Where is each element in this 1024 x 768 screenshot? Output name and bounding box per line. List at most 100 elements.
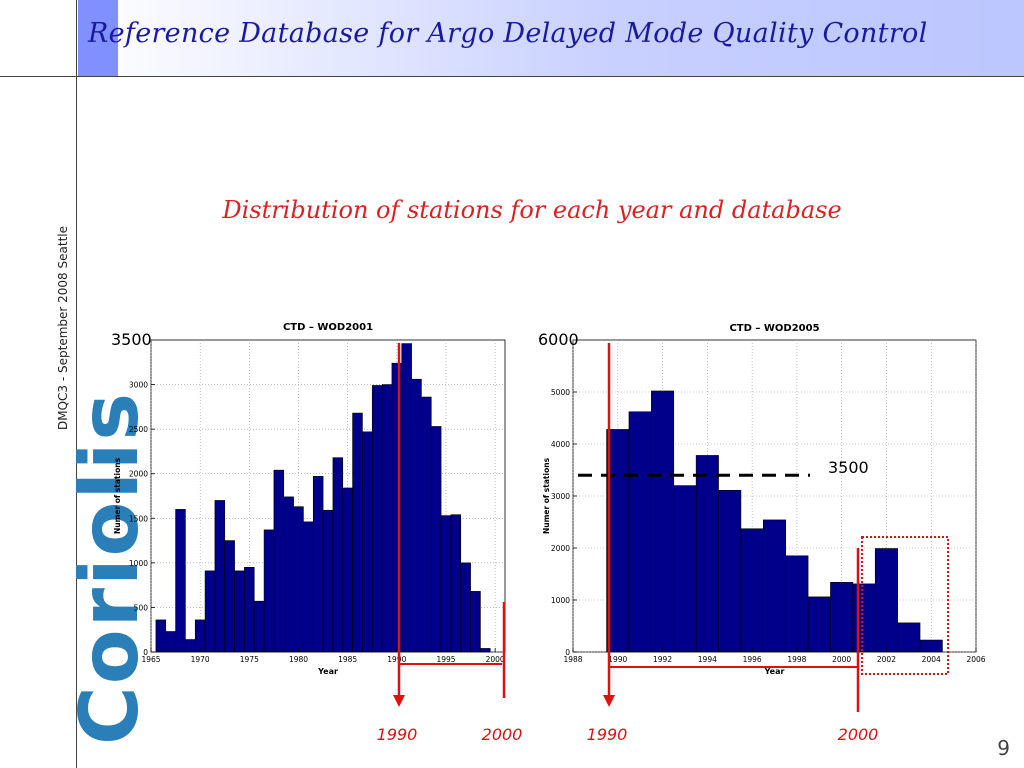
marker-label-1990: 1990: [587, 725, 628, 744]
bar: [440, 515, 452, 653]
bar: [740, 528, 764, 653]
y-tick-label: 0: [565, 648, 570, 657]
y-axis-label: Numer of stations: [113, 457, 122, 534]
x-tick-label: 1998: [787, 655, 806, 664]
y-tick-label: 1000: [129, 559, 148, 568]
marker-label-1990: 1990: [377, 725, 418, 744]
bar: [175, 509, 186, 653]
bar: [362, 431, 373, 653]
x-tick-label: 1994: [698, 655, 717, 664]
y-tick-label: 4000: [551, 440, 570, 449]
bar: [204, 570, 216, 653]
bar: [391, 362, 403, 653]
header-divider: [0, 76, 1024, 77]
bar: [628, 411, 652, 653]
y-tick-label: 0: [143, 648, 148, 657]
bar: [224, 540, 235, 653]
x-tick-label: 2004: [922, 655, 941, 664]
bar: [460, 562, 471, 653]
x-tick-label: 2006: [966, 655, 985, 664]
x-axis-label: Year: [764, 667, 785, 676]
bar: [450, 514, 462, 653]
x-tick-label: 2000: [832, 655, 851, 664]
x-tick-label: 1992: [653, 655, 672, 664]
x-tick-label: 2002: [877, 655, 896, 664]
marker-label-2000: 2000: [482, 725, 523, 744]
slide-subtitle: Distribution of stations for each year a…: [222, 196, 842, 224]
bar: [303, 521, 314, 653]
bar: [874, 548, 898, 653]
bar: [155, 619, 167, 653]
marker-arrow-1990: [603, 695, 615, 707]
chart-title: CTD – WOD2005: [729, 323, 819, 334]
bar: [312, 476, 324, 653]
bar: [165, 631, 176, 653]
y-tick-label: 2000: [129, 470, 148, 479]
bar: [718, 489, 742, 653]
bar: [411, 378, 422, 653]
header-accent-bar: [78, 0, 118, 76]
marker-label-2000: 2000: [838, 725, 879, 744]
y-tick-label: 5000: [551, 388, 570, 397]
ymax-annotation: 6000: [538, 330, 579, 349]
bar: [293, 506, 304, 653]
bar: [401, 343, 412, 653]
x-tick-label: 1988: [563, 655, 582, 664]
bar: [480, 648, 491, 653]
bar: [234, 570, 245, 653]
x-tick-label: 1980: [289, 655, 308, 664]
bar: [852, 583, 876, 653]
x-tick-label: 1970: [191, 655, 210, 664]
bar: [381, 384, 393, 653]
y-tick-label: 3000: [129, 381, 148, 390]
bar: [244, 567, 255, 653]
bar: [273, 469, 285, 653]
chart-wod2001: 1965 1970 1975 1980 1985 1990 1995 2000 0 500 1000…: [111, 322, 522, 744]
y-axis-label: Numer of stations: [542, 457, 551, 534]
y-tick-label: 3000: [551, 492, 570, 501]
y-tick-label: 2000: [551, 544, 570, 553]
bar: [421, 396, 432, 653]
bar: [342, 487, 353, 653]
bar: [695, 455, 719, 653]
bar: [763, 519, 786, 653]
page-number: 9: [997, 736, 1010, 760]
bar: [283, 496, 294, 653]
ymax-annotation: 3500: [111, 330, 152, 349]
bar: [830, 582, 854, 653]
marker-arrow-1990: [393, 695, 405, 707]
bar: [651, 390, 675, 653]
x-tick-label: 1975: [240, 655, 259, 664]
page-title: Reference Database for Argo Delayed Mode…: [88, 18, 928, 49]
x-axis-label: Year: [317, 667, 338, 676]
bar: [194, 619, 206, 653]
chart-wod2005: 1988 1990 1992 1994 1996 1998 2000 2002 2004 2006…: [538, 323, 986, 744]
bar: [214, 500, 226, 653]
x-tick-label: 1965: [141, 655, 160, 664]
bar: [263, 529, 275, 653]
x-tick-label: 1996: [743, 655, 762, 664]
header-band: [0, 0, 1024, 76]
x-tick-label: 1990: [387, 655, 406, 664]
bar: [897, 622, 921, 653]
bar: [322, 509, 334, 653]
x-tick-label: 1995: [436, 655, 455, 664]
sidebar-divider: [76, 0, 77, 768]
x-tick-label: 2000: [486, 655, 505, 664]
threshold-label: 3500: [828, 458, 869, 477]
y-tick-label: 1500: [129, 514, 148, 523]
x-tick-label: 1990: [608, 655, 627, 664]
highlight-box: [861, 536, 949, 675]
y-tick-label: 500: [134, 603, 149, 612]
bar: [807, 596, 831, 653]
bar: [332, 457, 344, 653]
bar: [371, 385, 383, 653]
x-tick-label: 1985: [338, 655, 357, 664]
bar: [253, 600, 265, 653]
y-tick-label: 2500: [129, 425, 148, 434]
chart-title: CTD – WOD2001: [283, 322, 373, 333]
bar: [673, 485, 697, 653]
bar: [185, 639, 196, 653]
y-tick-label: 1000: [551, 596, 570, 605]
